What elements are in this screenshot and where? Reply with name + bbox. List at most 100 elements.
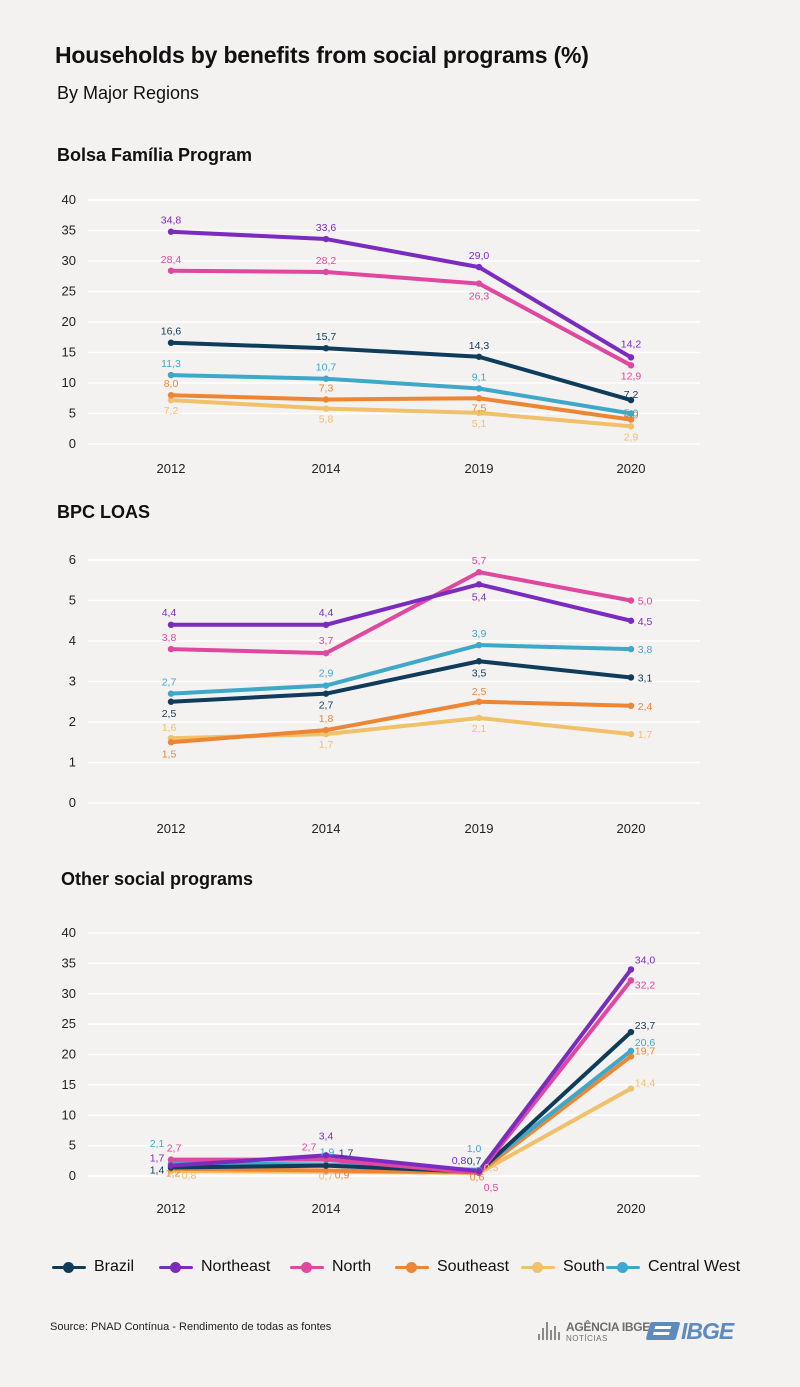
y-tick-label: 30 bbox=[62, 986, 76, 1001]
data-point-northeast bbox=[627, 966, 635, 973]
data-label-northeast: 1,7 bbox=[150, 1153, 165, 1165]
chart-title-other: Other social programs bbox=[61, 869, 254, 889]
data-label-southeast: 1,8 bbox=[319, 713, 334, 725]
data-label-southeast: 7,5 bbox=[472, 402, 487, 414]
data-point-northeast bbox=[167, 1162, 175, 1169]
data-point-north bbox=[167, 1156, 175, 1163]
data-point-northeast bbox=[322, 621, 330, 628]
data-label-north: 5,7 bbox=[472, 555, 487, 567]
y-tick-label: 0 bbox=[69, 795, 76, 810]
legend-label-southeast: Southeast bbox=[437, 1258, 510, 1275]
series-line-central-west bbox=[169, 373, 633, 416]
series-line-southeast bbox=[169, 393, 633, 422]
y-tick-label: 0 bbox=[69, 436, 76, 451]
x-tick-label: 2020 bbox=[617, 821, 646, 836]
data-label-northeast: 4,4 bbox=[319, 607, 334, 619]
data-point-central-west bbox=[627, 410, 635, 417]
data-point-brazil bbox=[627, 674, 635, 681]
legend-swatch-north bbox=[290, 1260, 324, 1274]
chart-title-bpc: BPC LOAS bbox=[57, 502, 151, 522]
x-tick-label: 2020 bbox=[617, 461, 646, 476]
data-label-south: 2,9 bbox=[624, 431, 639, 443]
data-label-northeast: 5,4 bbox=[472, 591, 487, 603]
legend-swatch-brazil bbox=[52, 1260, 86, 1274]
data-point-south bbox=[627, 1085, 635, 1092]
data-label-southeast: 19,7 bbox=[635, 1045, 656, 1057]
y-tick-label: 20 bbox=[62, 1047, 76, 1062]
gridlines bbox=[88, 559, 700, 804]
data-label-south: 5,8 bbox=[319, 414, 334, 426]
data-label-central-west: 5,0 bbox=[624, 408, 639, 420]
data-point-northeast bbox=[322, 1152, 330, 1159]
data-label-central-west: 20,6 bbox=[635, 1037, 656, 1049]
chart-bpc-loas: 0 1 2 3 4 5 6 2012 2014 2019 2020 1,6 1,7 2,1 1,7 1,5 1,… bbox=[69, 552, 700, 836]
data-label-brazil: 7,2 bbox=[624, 389, 639, 401]
chart-title-bolsa: Bolsa Família Program bbox=[57, 145, 253, 165]
data-point-southeast bbox=[627, 1053, 635, 1060]
agencia-ibge-logo: AGÊNCIA IBGE NOTÍCIAS bbox=[538, 1318, 650, 1346]
data-label-south: 1,7 bbox=[319, 739, 334, 751]
series-line-southeast bbox=[169, 1054, 633, 1175]
data-label-south: 0,8 bbox=[182, 1170, 197, 1182]
y-tick-label: 25 bbox=[62, 284, 76, 299]
legend-item-south: South bbox=[521, 1255, 605, 1279]
x-tick-label: 2012 bbox=[157, 821, 186, 836]
data-point-northeast bbox=[475, 1167, 483, 1175]
legend-item-north: North bbox=[290, 1255, 371, 1279]
data-point-northeast bbox=[322, 235, 330, 243]
chart-legend: Brazil Northeast North Southeast South C… bbox=[52, 1255, 772, 1279]
y-tick-label: 3 bbox=[69, 674, 76, 689]
x-tick-label: 2014 bbox=[312, 821, 341, 836]
data-point-north bbox=[322, 268, 330, 276]
data-label-central-west: 11,3 bbox=[161, 358, 181, 370]
data-label-north: 26,3 bbox=[469, 291, 490, 303]
y-tick-label: 6 bbox=[69, 552, 76, 567]
data-label-brazil: 3,1 bbox=[638, 672, 653, 684]
data-label-south: 14,4 bbox=[635, 1078, 656, 1090]
data-label-central-west: 3,8 bbox=[638, 644, 653, 656]
legend-item-northeast: Northeast bbox=[159, 1255, 270, 1279]
ibge-logo-text: IBGE bbox=[681, 1318, 734, 1344]
data-label-southeast: 2,4 bbox=[638, 701, 653, 713]
y-tick-label: 5 bbox=[69, 1138, 76, 1153]
x-tick-label: 2014 bbox=[312, 461, 341, 476]
data-label-northeast: 4,5 bbox=[638, 616, 653, 628]
legend-label-north: North bbox=[332, 1258, 372, 1275]
data-label-southeast: 2,5 bbox=[472, 686, 487, 698]
data-label-north: 28,4 bbox=[161, 254, 182, 266]
data-label-north: 3,8 bbox=[162, 632, 177, 644]
data-point-northeast bbox=[627, 617, 635, 624]
data-label-south: 0,7 bbox=[319, 1171, 334, 1183]
data-point-north bbox=[167, 267, 175, 274]
data-label-brazil: 2,5 bbox=[162, 708, 177, 720]
data-point-brazil bbox=[167, 698, 175, 705]
data-point-north bbox=[627, 597, 635, 604]
x-tick-label: 2014 bbox=[312, 1201, 341, 1216]
legend-label-brazil: Brazil bbox=[94, 1258, 135, 1275]
data-label-northeast: 14,2 bbox=[621, 338, 642, 350]
y-tick-label: 20 bbox=[62, 314, 76, 329]
data-point-southeast bbox=[627, 416, 635, 423]
data-point-south bbox=[322, 405, 330, 412]
series-line-central-west bbox=[169, 643, 633, 696]
data-label-central-west: 3,9 bbox=[472, 628, 487, 640]
data-label-northeast: 29,0 bbox=[469, 250, 490, 262]
data-label-brazil: 3,5 bbox=[472, 667, 487, 679]
data-point-northeast bbox=[475, 581, 483, 588]
data-point-northeast bbox=[475, 263, 483, 271]
data-label-brazil: 2,7 bbox=[319, 700, 334, 712]
data-label-brazil: 1,4 bbox=[150, 1164, 165, 1176]
x-tick-label: 2019 bbox=[465, 461, 494, 476]
data-point-southeast bbox=[627, 702, 635, 709]
data-label-north: 3,7 bbox=[319, 635, 334, 647]
legend-item-southeast: Southeast bbox=[395, 1255, 509, 1279]
ibge-logo: IBGE bbox=[645, 1318, 748, 1344]
data-point-southeast bbox=[475, 698, 483, 705]
data-point-south bbox=[627, 730, 635, 738]
series-line-north bbox=[169, 570, 633, 656]
data-label-north: 0,5 bbox=[484, 1182, 499, 1194]
y-tick-label: 0 bbox=[69, 1168, 76, 1183]
data-label-brazil: 0,7 bbox=[467, 1156, 482, 1168]
data-point-northeast bbox=[167, 621, 175, 628]
